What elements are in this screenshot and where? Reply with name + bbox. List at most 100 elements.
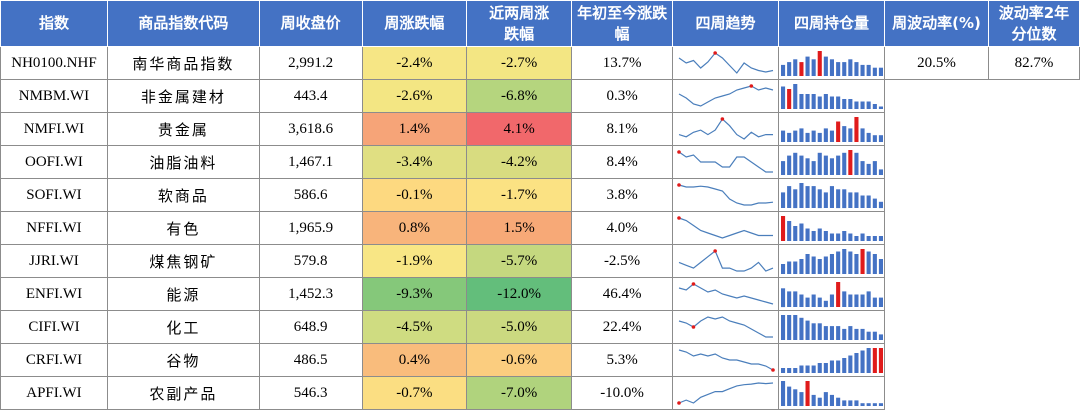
open-interest-bar: [823, 155, 828, 175]
weekly-change: -3.4%: [361, 145, 468, 179]
open-interest-bar: [853, 353, 858, 373]
open-interest-bar: [872, 161, 877, 175]
open-interest-bar: [798, 294, 803, 307]
open-interest-bar: [829, 96, 834, 109]
open-interest-bar: [798, 128, 803, 142]
open-interest-bar: [817, 323, 822, 340]
index-name: 软商品: [106, 178, 260, 212]
weekly-close: 546.3: [258, 376, 363, 410]
open-interest-bar: [817, 297, 822, 307]
weekly-change: 0.8%: [361, 211, 468, 245]
open-interest-bar: [823, 300, 828, 308]
trend-high-point: [720, 117, 724, 121]
open-interest-bar: [823, 363, 828, 373]
open-interest-bar: [786, 315, 791, 340]
open-interest-bar: [847, 251, 852, 274]
empty-cell: [884, 244, 989, 278]
open-interest-bar: [817, 132, 822, 142]
open-interest-bar: [811, 94, 816, 109]
open-interest-bar: [860, 249, 865, 274]
header-weekly-volatility: 周波动率(%): [884, 0, 989, 47]
open-interest-bar: [878, 334, 883, 340]
open-interest-bar: [823, 326, 828, 340]
empty-cell: [884, 343, 989, 377]
weekly-change: 1.4%: [361, 112, 468, 146]
trend-line: [678, 283, 773, 305]
four-week-open-interest-bars: [778, 310, 885, 344]
open-interest-bar: [860, 64, 865, 76]
empty-cell: [884, 145, 989, 179]
open-interest-bar: [860, 195, 865, 208]
open-interest-bar: [841, 328, 846, 340]
index-code: NFFI.WI: [0, 211, 108, 245]
open-interest-bars: [780, 315, 883, 340]
empty-cell: [988, 211, 1080, 245]
trend-sparkline: [676, 382, 773, 405]
open-interest-bar: [878, 403, 883, 406]
open-interest-bar: [786, 261, 791, 274]
open-interest-bar: [866, 403, 871, 406]
index-name: 煤焦钢矿: [106, 244, 260, 278]
open-interest-bar: [792, 130, 797, 142]
open-interest-bar: [829, 294, 834, 307]
four-week-trend-sparkline: [672, 244, 780, 278]
open-interest-bar: [780, 86, 785, 109]
trend-high-point: [712, 249, 717, 253]
ytd-change: 4.0%: [571, 211, 674, 245]
open-interest-bar: [866, 348, 871, 373]
open-interest-bar: [823, 192, 828, 208]
open-interest-bar: [817, 51, 822, 76]
open-interest-bar: [841, 99, 846, 109]
index-code: NMBM.WI: [0, 79, 108, 113]
trend-high-point: [676, 401, 681, 405]
open-interest-bar: [829, 233, 834, 241]
empty-cell: [988, 277, 1080, 311]
empty-cell: [884, 211, 989, 245]
table-row: CIFI.WI 化工 648.9 -4.5% -5.0% 22.4%: [0, 310, 1080, 344]
open-interest-bar: [847, 400, 852, 406]
open-interest-bar: [835, 121, 840, 142]
open-interest-bar: [829, 59, 834, 76]
four-week-trend-sparkline: [672, 145, 780, 179]
open-interest-bar: [860, 161, 865, 175]
header-weekly-change: 周涨跌幅: [361, 0, 468, 47]
open-interest-bar: [811, 59, 816, 76]
open-interest-bar: [835, 360, 840, 373]
two-week-change: -5.0%: [466, 310, 573, 344]
header-ytd-change: 年初至今涨跌幅: [571, 0, 674, 47]
trend-line: [678, 52, 773, 74]
open-interest-bar: [780, 192, 785, 208]
weekly-close: 486.5: [258, 343, 363, 377]
header-volatility-percentile: 波动率2年分位数: [987, 0, 1080, 47]
index-name: 有色: [106, 211, 260, 245]
index-name: 谷物: [106, 343, 260, 377]
open-interest-bar: [805, 254, 810, 274]
open-interest-bar: [829, 360, 834, 373]
open-interest-bar: [847, 192, 852, 208]
open-interest-bar: [780, 264, 785, 274]
trend-line: [678, 349, 773, 371]
ytd-change: 3.8%: [571, 178, 674, 212]
open-interest-bar: [798, 365, 803, 373]
open-interest-bar: [811, 394, 816, 406]
empty-cell: [988, 343, 1080, 377]
four-week-trend-sparkline: [672, 376, 780, 410]
open-interest-bar: [853, 328, 858, 340]
open-interest-bar: [805, 381, 810, 406]
index-code: NMFI.WI: [0, 112, 108, 146]
open-interest-bar: [823, 94, 828, 109]
ytd-change: -2.5%: [571, 244, 674, 278]
table-row: NMBM.WI 非金属建材 443.4 -2.6% -6.8% 0.3%: [0, 79, 1080, 113]
header-four-week-trend: 四周趋势: [672, 0, 780, 47]
trend-line: [678, 118, 773, 140]
trend-sparkline: [678, 249, 773, 272]
open-interest-bar: [872, 254, 877, 274]
open-interest-bar: [866, 236, 871, 241]
index-name: 油脂油料: [106, 145, 260, 179]
index-code: CIFI.WI: [0, 310, 108, 344]
open-interest-bar: [853, 254, 858, 274]
open-interest-bar: [878, 169, 883, 175]
trend-sparkline: [678, 349, 775, 372]
open-interest-bar: [817, 152, 822, 175]
